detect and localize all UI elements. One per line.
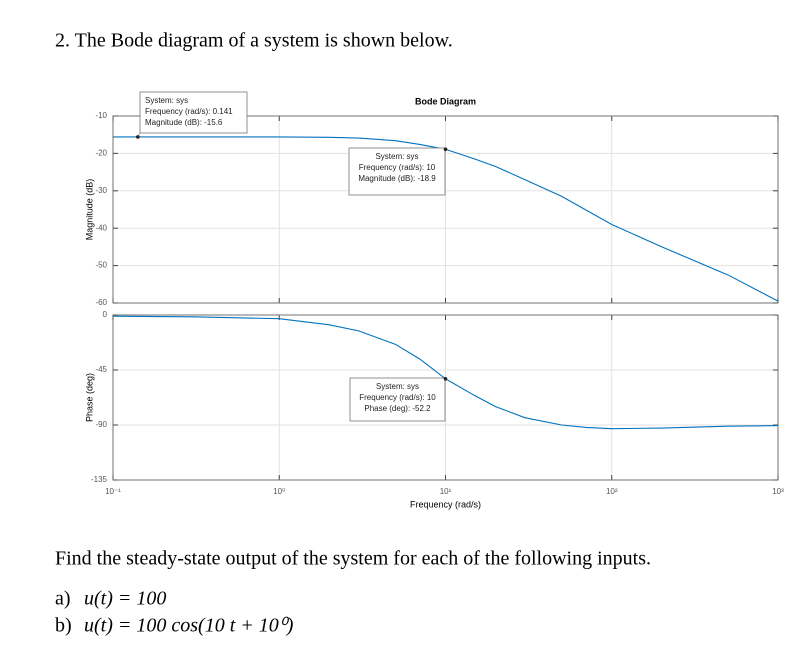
x-tick-label: 10² [606,487,618,496]
datatip-box [139,91,248,134]
datatip-point [443,377,448,381]
datatip-point [443,147,448,152]
datatip-text: Frequency (rad/s): 10 [359,163,436,172]
y-tick-label: 0 [103,310,108,319]
chart-title: Bode Diagram [415,96,476,106]
datatip-point [136,135,140,139]
datatip-text: System: sys [145,96,188,105]
y-tick-label: -135 [91,475,108,484]
datatip-text: System: sys [376,382,419,391]
datatip-box [348,147,446,196]
y-tick-label: -20 [95,149,107,158]
datatip-box [349,377,446,422]
y-tick-label: -45 [95,365,107,374]
y-axis-label: Phase (deg) [84,373,94,422]
x-tick-label: 10¹ [440,487,452,496]
datatip-text: Frequency (rad/s): 10 [359,393,436,402]
item-text: u(t) = 100 [84,588,166,610]
datatip-text: Magnitude (dB): -18.9 [358,174,436,183]
datatip-text: Frequency (rad/s): 0.141 [145,107,233,116]
datatip-text: Phase (deg): -52.2 [364,404,431,413]
series-line [113,315,778,430]
y-tick-label: -10 [95,111,107,120]
datatip-text: Magnitude (dB): -15.6 [145,118,223,127]
axes-box [112,115,779,304]
y-tick-label: -30 [95,186,107,195]
y-tick-label: -90 [95,420,107,429]
x-axis-label: Frequency (rad/s) [410,499,481,509]
item-label: b) [55,615,72,637]
prompt: Find the steady-state output of the syst… [55,548,651,570]
x-tick-label: 10³ [772,487,784,496]
heading: 2. The Bode diagram of a system is shown… [55,30,453,52]
y-axis-label: Magnitude (dB) [84,179,94,241]
x-tick-label: 10⁻¹ [105,487,121,496]
x-tick-label: 10⁰ [273,487,285,496]
item-label: a) [55,588,71,610]
y-tick-label: -60 [95,298,107,307]
axes-box [112,314,779,481]
datatip-text: System: sys [375,152,418,161]
item-text: u(t) = 100 cos(10 t + 10⁰) [84,615,294,637]
y-tick-label: -50 [95,261,107,270]
y-tick-label: -40 [95,223,107,232]
